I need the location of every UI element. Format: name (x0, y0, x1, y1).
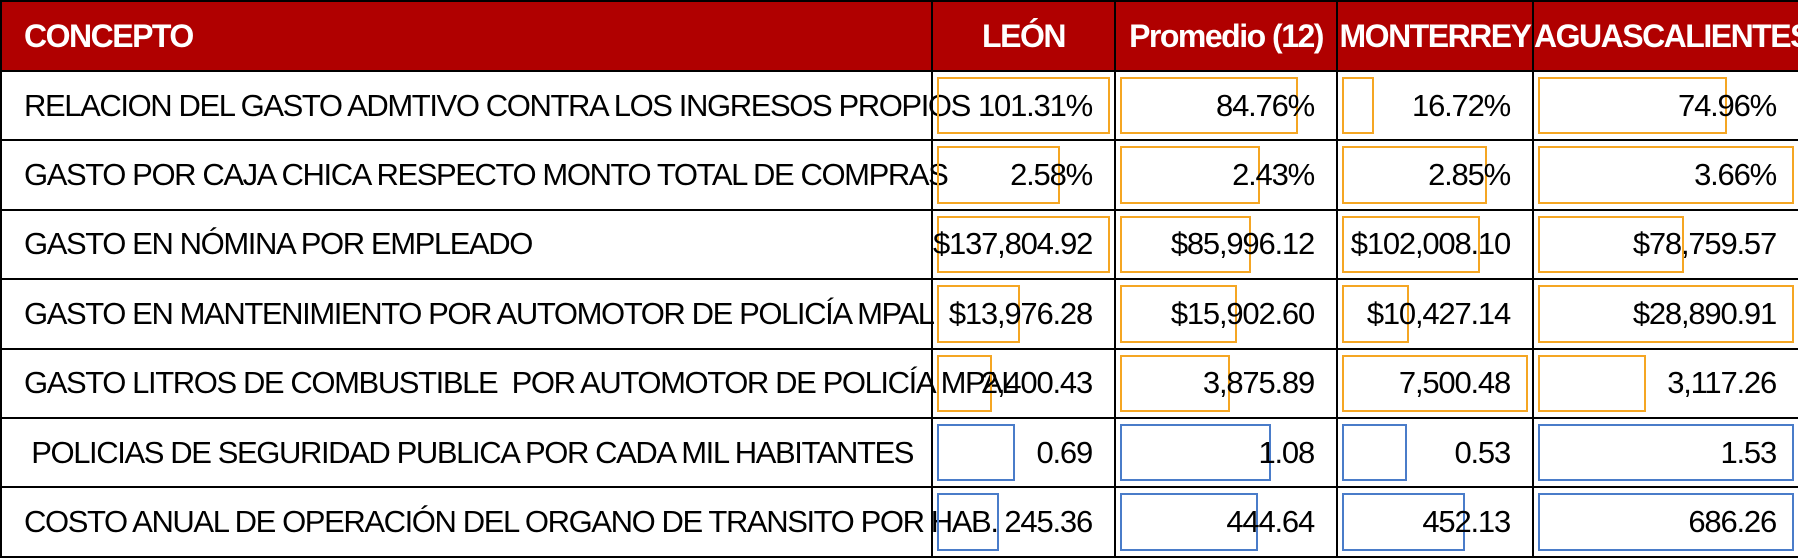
header-leon: LEÓN (931, 0, 1116, 72)
value-text: 0.53 (1454, 434, 1511, 470)
value-cell-aguascalientes: 686.26 (1532, 486, 1798, 558)
value-cell-aguascalientes: 1.53 (1532, 416, 1798, 489)
value-cell-monterrey: 0.53 (1336, 416, 1534, 489)
value-text: 2.43% (1232, 157, 1315, 193)
value-cell-promedio: 1.08 (1114, 416, 1338, 489)
value-cell-monterrey: 7,500.48 (1336, 347, 1534, 419)
value-text: $10,427.14 (1366, 295, 1511, 331)
value-cell-leon: 2,400.43 (931, 347, 1116, 419)
value-cell-aguascalientes: 3,117.26 (1532, 347, 1798, 419)
value-text: 84.76% (1216, 87, 1315, 123)
table-row: RELACION DEL GASTO ADMTIVO CONTRA LOS IN… (0, 69, 1798, 142)
value-cell-monterrey: 16.72% (1336, 69, 1534, 142)
value-text: 444.64 (1226, 504, 1315, 540)
value-text: 101.31% (978, 87, 1093, 123)
value-cell-promedio: 2.43% (1114, 139, 1338, 211)
value-text: 1.08 (1258, 434, 1315, 470)
value-cell-leon: $13,976.28 (931, 278, 1116, 350)
value-cell-promedio: 444.64 (1114, 486, 1338, 558)
data-bar (1538, 354, 1646, 412)
value-cell-promedio: $85,996.12 (1114, 208, 1338, 281)
value-cell-aguascalientes: $78,759.57 (1532, 208, 1798, 281)
data-bar (1342, 77, 1374, 135)
table-row: COSTO ANUAL DE OPERACIÓN DEL ORGANO DE T… (0, 486, 1798, 558)
value-text: 16.72% (1412, 87, 1511, 123)
value-text: 74.96% (1678, 87, 1777, 123)
value-cell-aguascalientes: 3.66% (1532, 139, 1798, 211)
data-bar (1342, 423, 1407, 482)
value-cell-monterrey: $10,427.14 (1336, 278, 1534, 350)
value-cell-leon: 2.58% (931, 139, 1116, 211)
table-row: GASTO EN NÓMINA POR EMPLEADO $137,804.92 $… (0, 208, 1798, 281)
value-cell-monterrey: $102,008.10 (1336, 208, 1534, 281)
value-text: 0.69 (1036, 434, 1093, 470)
concept-cell: GASTO LITROS DE COMBUSTIBLE POR AUTOMOTO… (0, 347, 1019, 419)
value-cell-leon: $137,804.92 (931, 208, 1116, 281)
concept-cell: GASTO EN MANTENIMIENTO POR AUTOMOTOR DE … (0, 278, 935, 350)
value-text: 3,117.26 (1667, 365, 1777, 401)
header-monterrey: MONTERREY (1336, 0, 1534, 72)
value-text: $85,996.12 (1170, 226, 1315, 262)
header-aguascalientes: AGUASCALIENTES (1532, 0, 1798, 72)
table-row: GASTO POR CAJA CHICA RESPECTO MONTO TOTA… (0, 139, 1798, 211)
value-text: 7,500.48 (1398, 365, 1511, 401)
value-cell-monterrey: 2.85% (1336, 139, 1534, 211)
header-row: CONCEPTO LEÓN Promedio (12) MONTERREY AG… (0, 0, 1798, 72)
table-body: RELACION DEL GASTO ADMTIVO CONTRA LOS IN… (0, 69, 1798, 558)
value-text: $28,890.91 (1632, 295, 1777, 331)
concept-cell: GASTO POR CAJA CHICA RESPECTO MONTO TOTA… (0, 139, 949, 211)
data-bar (937, 493, 999, 551)
table-row: POLICIAS DE SEGURIDAD PUBLICA POR CADA M… (0, 416, 1798, 489)
value-cell-monterrey: 452.13 (1336, 486, 1534, 558)
value-cell-leon: 245.36 (931, 486, 1116, 558)
value-text: 245.36 (1004, 504, 1093, 540)
value-text: 452.13 (1422, 504, 1511, 540)
value-cell-leon: 0.69 (931, 416, 1116, 489)
value-text: $78,759.57 (1632, 226, 1777, 262)
concept-cell: RELACION DEL GASTO ADMTIVO CONTRA LOS IN… (0, 69, 971, 142)
table-row: GASTO EN MANTENIMIENTO POR AUTOMOTOR DE … (0, 278, 1798, 350)
value-text: $13,976.28 (948, 295, 1093, 331)
value-text: 2.58% (1010, 157, 1093, 193)
concept-cell: POLICIAS DE SEGURIDAD PUBLICA POR CADA M… (0, 416, 933, 489)
value-cell-aguascalientes: 74.96% (1532, 69, 1798, 142)
value-cell-promedio: $15,902.60 (1114, 278, 1338, 350)
header-concepto: CONCEPTO (0, 0, 933, 72)
value-cell-leon: 101.31% (931, 69, 1116, 142)
value-text: 3.66% (1694, 157, 1777, 193)
value-cell-aguascalientes: $28,890.91 (1532, 278, 1798, 350)
header-promedio: Promedio (12) (1114, 0, 1338, 72)
concept-cell: GASTO EN NÓMINA POR EMPLEADO (0, 208, 933, 281)
value-text: 2,400.43 (980, 365, 1093, 401)
value-text: $102,008.10 (1350, 226, 1511, 262)
value-text: 1.53 (1720, 434, 1777, 470)
value-cell-promedio: 3,875.89 (1114, 347, 1338, 419)
data-bar (1120, 423, 1271, 482)
value-text: 2.85% (1428, 157, 1511, 193)
table-row: GASTO LITROS DE COMBUSTIBLE POR AUTOMOTO… (0, 347, 1798, 419)
value-text: 3,875.89 (1202, 365, 1315, 401)
data-bar (937, 423, 1015, 482)
value-text: $137,804.92 (933, 226, 1093, 262)
value-cell-promedio: 84.76% (1114, 69, 1338, 142)
concept-cell: COSTO ANUAL DE OPERACIÓN DEL ORGANO DE T… (0, 486, 999, 558)
value-text: 686.26 (1688, 504, 1777, 540)
value-text: $15,902.60 (1170, 295, 1315, 331)
